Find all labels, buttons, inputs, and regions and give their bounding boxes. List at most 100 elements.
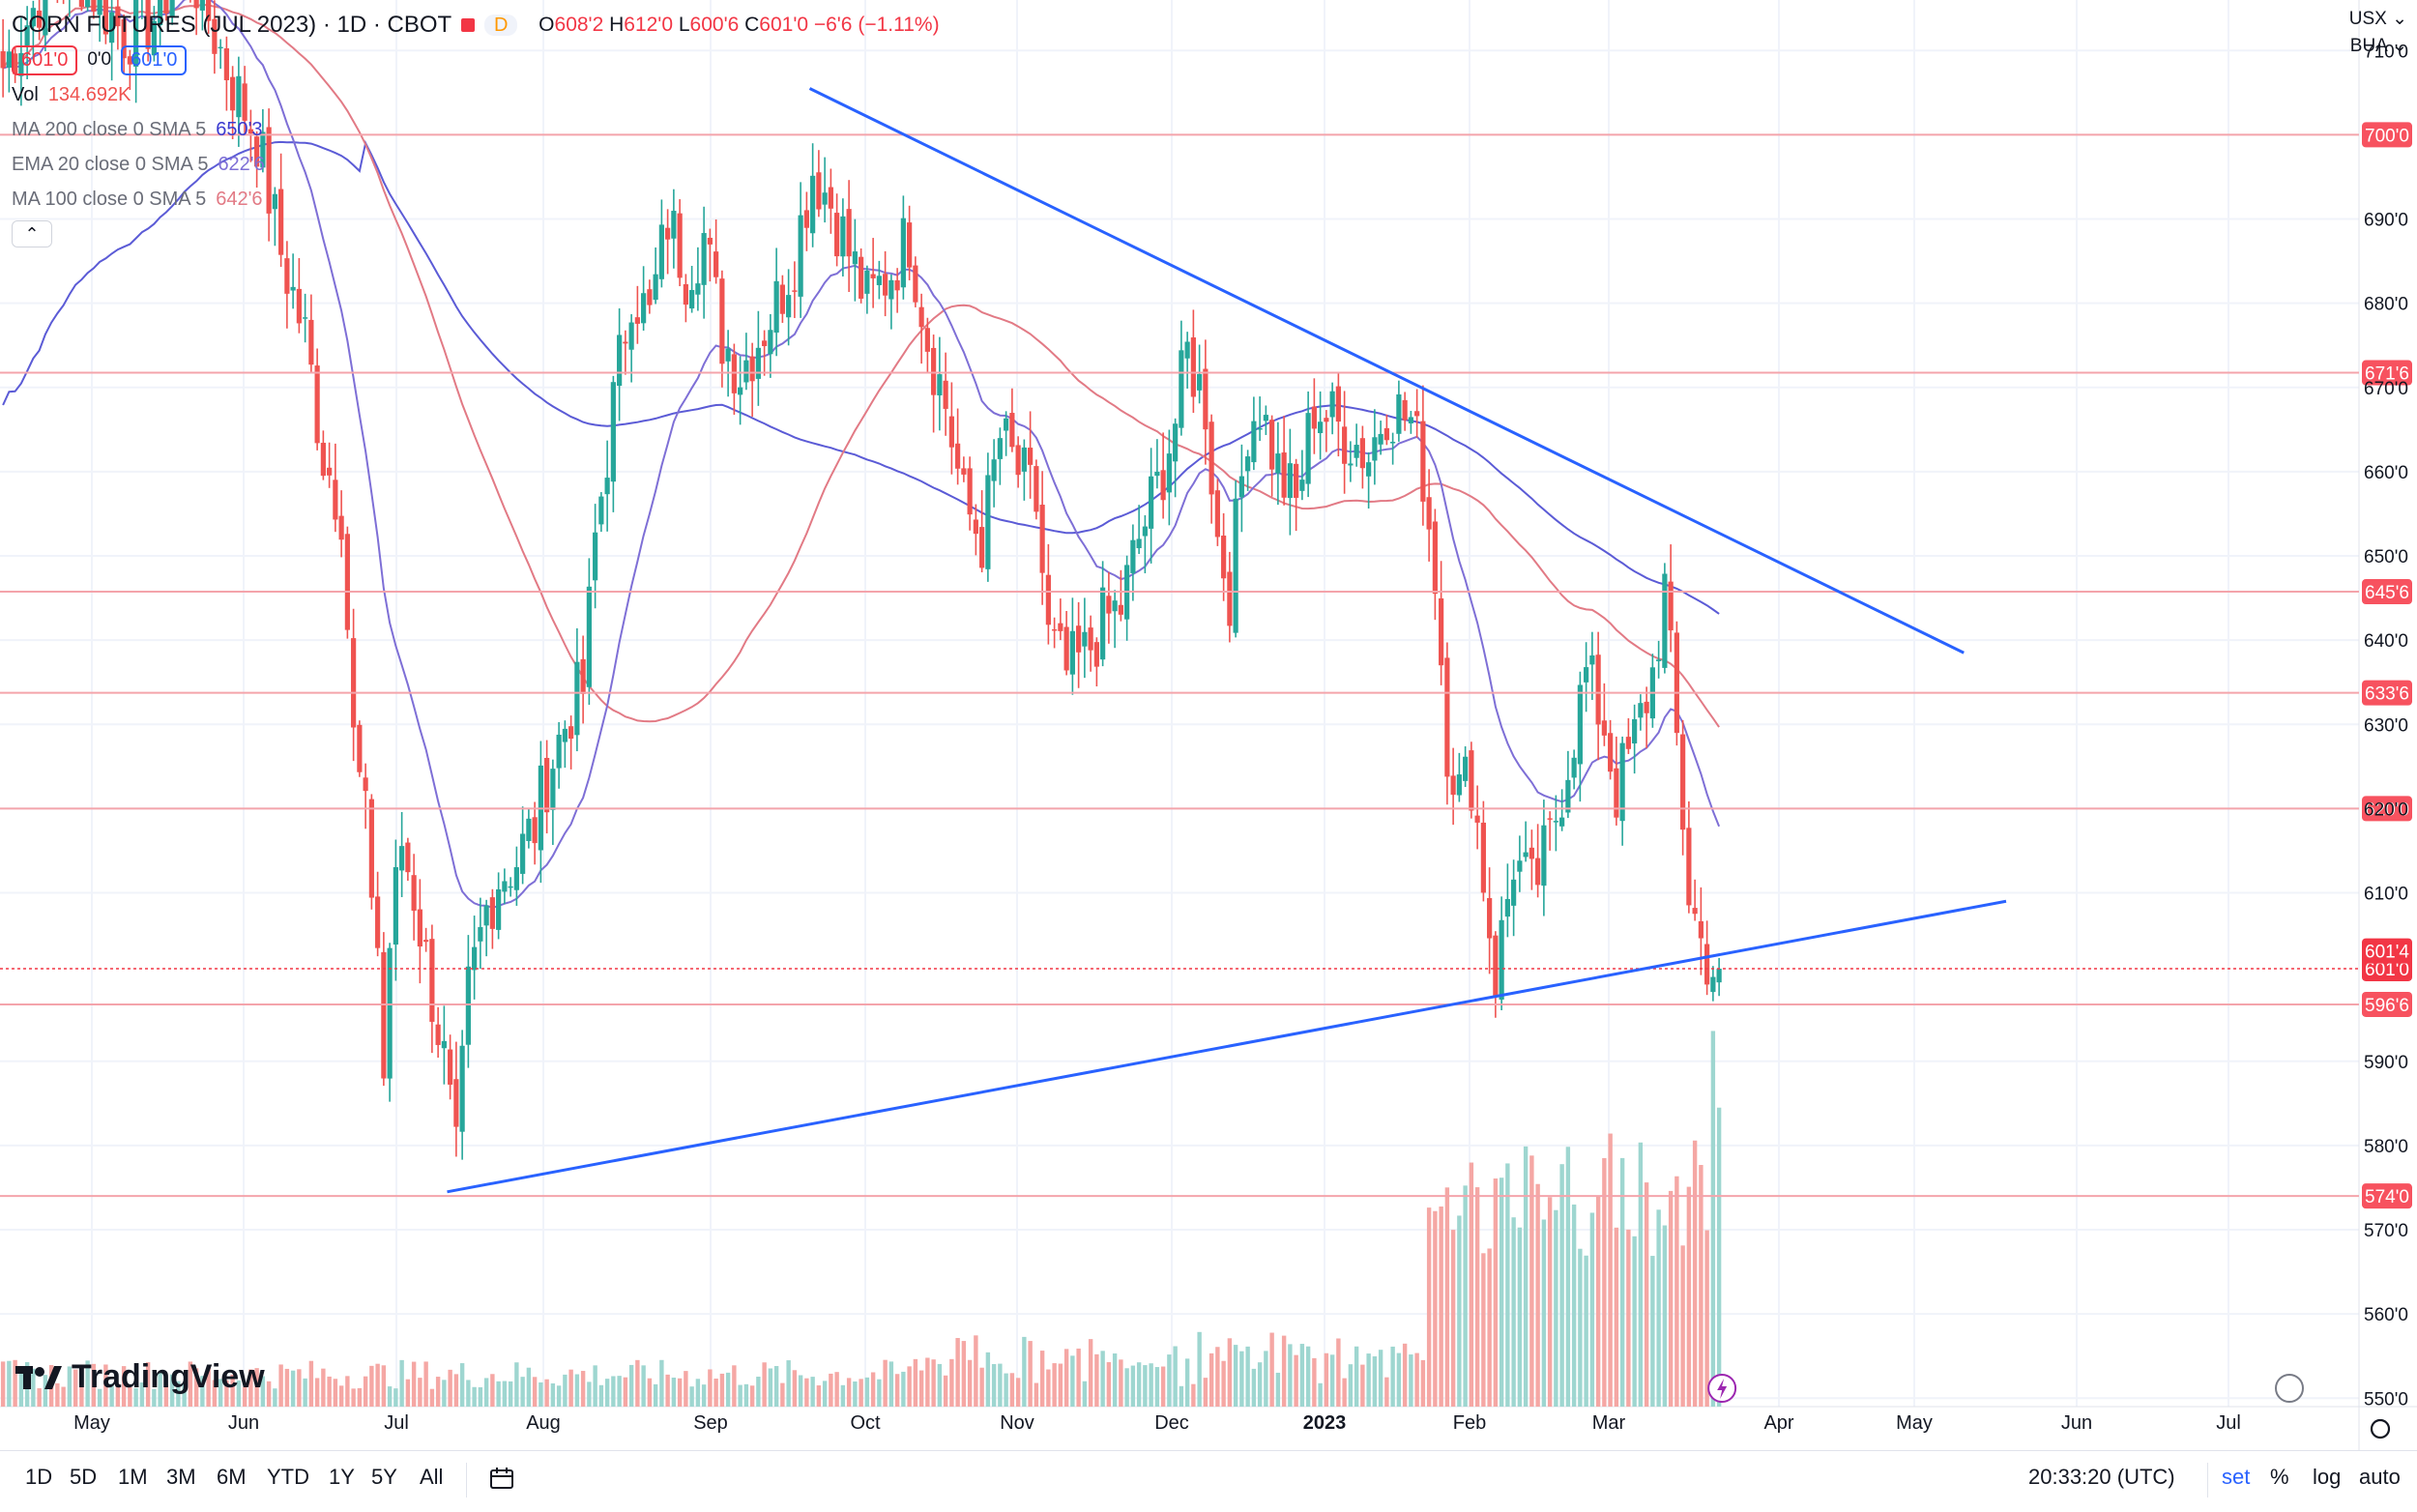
candle-body [121, 18, 127, 59]
volume-bar [435, 1377, 441, 1407]
candle-body [604, 478, 610, 495]
y-tick-label: 650'0 [2364, 547, 2408, 567]
volume-bar [1136, 1362, 1142, 1407]
candle-body [1106, 596, 1112, 614]
candle-body [1034, 466, 1039, 512]
volume-bar [1450, 1230, 1456, 1407]
sell-button[interactable]: 601'0 [12, 44, 78, 75]
volume-bar [1088, 1339, 1093, 1407]
ma200-label[interactable]: MA 200 close 0 SMA 5 [12, 118, 207, 140]
volume-bar [641, 1365, 646, 1407]
range-1d[interactable]: 1D [25, 1465, 53, 1489]
volume-bar [31, 1368, 36, 1407]
candle-body [1378, 433, 1383, 445]
volume-bar [1444, 1187, 1450, 1407]
range-3m[interactable]: 3M [166, 1465, 196, 1489]
candle-body [816, 172, 822, 210]
candle-body [1093, 642, 1099, 667]
candle-body [85, 0, 91, 8]
range-5y[interactable]: 5Y [371, 1465, 397, 1489]
candle-body [1517, 860, 1523, 872]
candle-body [1595, 654, 1601, 725]
candle-body [242, 83, 248, 121]
volume-bar [1584, 1255, 1588, 1407]
candle-body [1686, 828, 1692, 906]
volume-bar [1414, 1352, 1419, 1407]
candle-body [1058, 623, 1063, 631]
candle-body [1632, 718, 1638, 744]
goto-date-icon[interactable] [489, 1467, 516, 1492]
range-1y[interactable]: 1Y [329, 1465, 355, 1489]
candle-body [393, 866, 398, 945]
auto-toggle[interactable]: auto [2359, 1465, 2401, 1489]
volume-bar [580, 1371, 586, 1407]
candle-body [840, 216, 846, 257]
candle-body [1263, 415, 1268, 422]
range-5d[interactable]: 5D [70, 1465, 98, 1489]
volume-bar [556, 1385, 562, 1407]
candle-body [653, 274, 658, 301]
volume-bar [115, 1383, 121, 1407]
candle-body [1348, 463, 1354, 466]
percent-toggle[interactable]: % [2270, 1465, 2289, 1489]
candle-body [1625, 737, 1631, 749]
volume-bar [1565, 1147, 1571, 1407]
collapse-legend-button[interactable]: ⌃ [12, 220, 52, 247]
log-toggle[interactable]: log [2313, 1465, 2342, 1489]
volume-bar [1058, 1363, 1063, 1407]
candle-body [532, 817, 538, 844]
candle-body [151, 20, 157, 56]
d-badge[interactable]: D [484, 15, 518, 36]
session-toggle[interactable]: set [2222, 1465, 2251, 1489]
currency-selector[interactable]: USX ⌄ [2348, 9, 2407, 29]
volume-bar [212, 1380, 218, 1407]
volume-bar [1517, 1227, 1523, 1407]
volume-bar [684, 1371, 688, 1407]
vol-label[interactable]: Vol [12, 83, 39, 105]
buy-button[interactable]: 601'0 [121, 44, 188, 75]
volume-bar [665, 1374, 670, 1407]
volume-bar [1433, 1210, 1438, 1407]
volume-bar [647, 1378, 653, 1407]
ma200-line [2, 140, 1720, 615]
range-all[interactable]: All [420, 1465, 444, 1489]
volume-bar [883, 1359, 888, 1407]
candle-body [846, 209, 852, 257]
volume-bar [568, 1369, 573, 1407]
candle-body [738, 387, 743, 395]
candle-body [634, 317, 640, 324]
volume-bar [308, 1360, 314, 1407]
volume-bar [338, 1385, 344, 1407]
volume-bar [1299, 1344, 1305, 1407]
ma100-label[interactable]: MA 100 close 0 SMA 5 [12, 188, 207, 210]
price-chart[interactable]: 700'0 671'6 645'6 633'6 620'0 596'6 574'0 601'0… [0, 0, 2417, 1450]
y-tick-label: 660'0 [2364, 463, 2408, 483]
candle-body [333, 480, 338, 520]
range-1m[interactable]: 1M [118, 1465, 148, 1489]
range-ytd[interactable]: YTD [267, 1465, 309, 1489]
volume-bar [1245, 1346, 1250, 1407]
ema20-label[interactable]: EMA 20 close 0 SMA 5 [12, 153, 209, 175]
volume-bar [762, 1362, 767, 1407]
candle-body [695, 283, 701, 295]
symbol-title[interactable]: CORN FUTURES (JUL 2023) · 1D · CBOT [12, 12, 452, 38]
volume-bar [1469, 1162, 1474, 1407]
volume-bar [43, 1375, 48, 1407]
volume-bar [1523, 1146, 1529, 1407]
candle-body [399, 846, 405, 871]
candle-body [1342, 426, 1348, 464]
candle-body [18, 52, 24, 76]
volume-bar [1396, 1352, 1402, 1407]
candle-body [593, 532, 598, 581]
range-6m[interactable]: 6M [217, 1465, 247, 1489]
clock-readout[interactable]: 20:33:20 (UTC) [2028, 1465, 2175, 1489]
unit-selector[interactable]: BUA ⌄ [2349, 36, 2407, 56]
volume-bar [520, 1377, 525, 1407]
candle-body [1221, 536, 1227, 579]
volume-bar [145, 1362, 151, 1407]
trendline-resistance [808, 87, 1965, 654]
candle-body [1069, 630, 1075, 675]
volume-bar [1487, 1248, 1492, 1407]
candle-body [375, 896, 381, 948]
volume-bar [1034, 1382, 1039, 1407]
